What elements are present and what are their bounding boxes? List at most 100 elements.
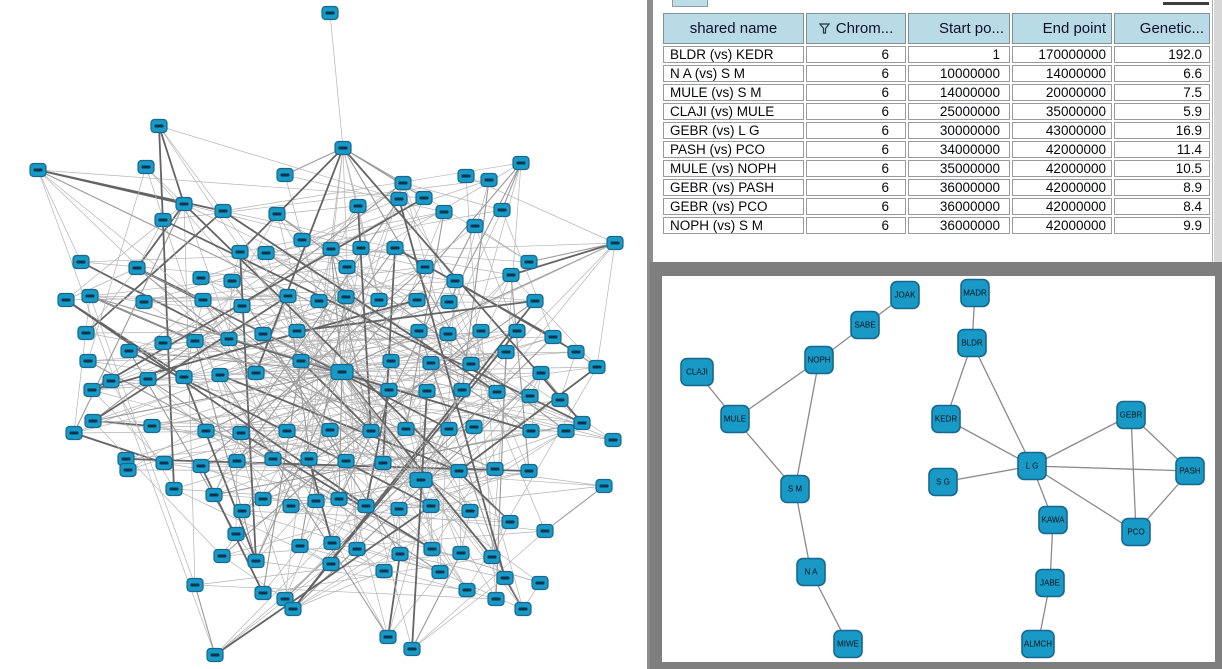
graph-edge[interactable] <box>265 252 472 365</box>
graph-node[interactable] <box>567 344 585 360</box>
graph-node[interactable] <box>450 463 468 479</box>
table-cell[interactable]: 34000000 <box>908 141 1010 158</box>
graph-edge[interactable] <box>342 147 425 199</box>
graph-node[interactable] <box>557 423 575 439</box>
table-cell[interactable]: 14000000 <box>908 84 1010 101</box>
graph-edge[interactable] <box>80 242 616 263</box>
graph-node[interactable] <box>223 273 241 289</box>
table-cell[interactable]: GEBR (vs) PCO <box>663 198 804 215</box>
graph-node[interactable] <box>257 245 275 261</box>
graph-node[interactable] <box>606 235 624 251</box>
graph-edge-l-g-pco[interactable] <box>1031 465 1137 533</box>
graph-edge[interactable] <box>420 479 441 573</box>
graph-edge[interactable] <box>405 211 445 430</box>
graph-node[interactable] <box>386 240 404 256</box>
graph-edge[interactable] <box>183 203 196 586</box>
graph-node[interactable] <box>357 498 375 514</box>
graph-edge[interactable] <box>200 277 343 373</box>
graph-edge[interactable] <box>341 371 468 591</box>
table-cell[interactable]: 36000000 <box>908 217 1010 234</box>
graph-node-joak[interactable]: JOAK <box>890 280 920 310</box>
graph-node[interactable] <box>206 647 224 663</box>
graph-node[interactable] <box>220 331 238 347</box>
graph-edge[interactable] <box>596 242 616 368</box>
graph-edge[interactable] <box>284 174 445 213</box>
table-row[interactable]: N A (vs) S M 6 10000000 14000000 6.6 <box>663 65 1210 82</box>
graph-edge[interactable] <box>420 242 616 481</box>
graph-node-claji[interactable]: CLAJI <box>680 357 714 387</box>
graph-node[interactable] <box>453 382 471 398</box>
graph-node[interactable] <box>57 292 75 308</box>
graph-node[interactable] <box>348 541 366 557</box>
graph-node[interactable] <box>282 498 300 514</box>
graph-edge[interactable] <box>341 330 518 373</box>
graph-node[interactable] <box>604 432 622 448</box>
graph-node[interactable] <box>440 294 458 310</box>
graph-node[interactable] <box>330 491 348 507</box>
graph-node[interactable] <box>462 356 480 372</box>
graph-node[interactable] <box>211 367 229 383</box>
graph-node[interactable] <box>192 458 210 474</box>
graph-node[interactable] <box>197 423 215 439</box>
table-cell[interactable]: 8.4 <box>1114 198 1210 215</box>
graph-node-pash[interactable]: PASH <box>1175 456 1205 486</box>
graph-edge[interactable] <box>158 125 185 205</box>
graph-node[interactable] <box>334 140 352 156</box>
graph-edge[interactable] <box>345 391 498 462</box>
graph-edge[interactable] <box>420 479 511 523</box>
graph-edge[interactable] <box>255 371 343 562</box>
table-cell[interactable]: 10.5 <box>1114 160 1210 177</box>
graph-node[interactable] <box>382 353 400 369</box>
graph-node-jabe[interactable]: JABE <box>1035 568 1065 598</box>
graph-edge[interactable] <box>501 162 522 211</box>
graph-node[interactable] <box>291 538 309 554</box>
table-cell[interactable]: 42000000 <box>1012 141 1112 158</box>
graph-node[interactable] <box>486 461 504 477</box>
graph-node[interactable] <box>409 471 433 489</box>
graph-edge[interactable] <box>296 300 536 332</box>
graph-edge[interactable] <box>136 203 185 269</box>
graph-edge[interactable] <box>461 179 490 391</box>
graph-edge[interactable] <box>465 175 616 244</box>
graph-edge[interactable] <box>219 374 288 432</box>
table-cell[interactable]: 1 <box>908 46 1010 63</box>
graph-node[interactable] <box>330 363 354 381</box>
column-header-shared-name[interactable]: shared name <box>663 13 804 44</box>
graph-edge[interactable] <box>341 371 372 432</box>
graph-edge[interactable] <box>341 371 524 610</box>
graph-node[interactable] <box>233 503 251 519</box>
graph-node[interactable] <box>349 198 367 214</box>
graph-node[interactable] <box>391 546 409 562</box>
table-cell[interactable]: 6 <box>806 179 906 196</box>
graph-node[interactable] <box>532 365 550 381</box>
table-cell[interactable]: 6.6 <box>1114 65 1210 82</box>
graph-edge[interactable] <box>183 213 278 378</box>
graph-edge[interactable] <box>398 198 506 579</box>
graph-node[interactable] <box>521 388 539 404</box>
graph-edge[interactable] <box>338 371 343 500</box>
graph-node[interactable] <box>117 451 135 467</box>
graph-node[interactable] <box>375 563 393 579</box>
graph-edge[interactable] <box>387 553 401 638</box>
graph-node[interactable] <box>186 333 204 349</box>
graph-node[interactable] <box>288 323 306 339</box>
graph-node[interactable] <box>213 548 231 564</box>
table-cell[interactable]: N A (vs) S M <box>663 65 804 82</box>
graph-node[interactable] <box>338 259 356 275</box>
graph-node-madr[interactable]: MADR <box>960 278 990 308</box>
table-cell[interactable]: MULE (vs) NOPH <box>663 160 804 177</box>
graph-node[interactable] <box>135 294 153 310</box>
graph-edge[interactable] <box>287 295 422 481</box>
graph-edge-bldr-l-g[interactable] <box>971 342 1033 467</box>
graph-node[interactable] <box>337 289 355 305</box>
table-cell[interactable]: 11.4 <box>1114 141 1210 158</box>
graph-node[interactable] <box>520 254 538 270</box>
graph-edge[interactable] <box>145 166 294 610</box>
graph-node[interactable] <box>72 254 90 270</box>
graph-edge[interactable] <box>37 169 82 263</box>
graph-node-gebr[interactable]: GEBR <box>1116 400 1146 430</box>
graph-node[interactable] <box>410 323 428 339</box>
graph-edge[interactable] <box>183 203 449 335</box>
graph-node[interactable] <box>264 451 282 467</box>
graph-node[interactable] <box>232 425 250 441</box>
